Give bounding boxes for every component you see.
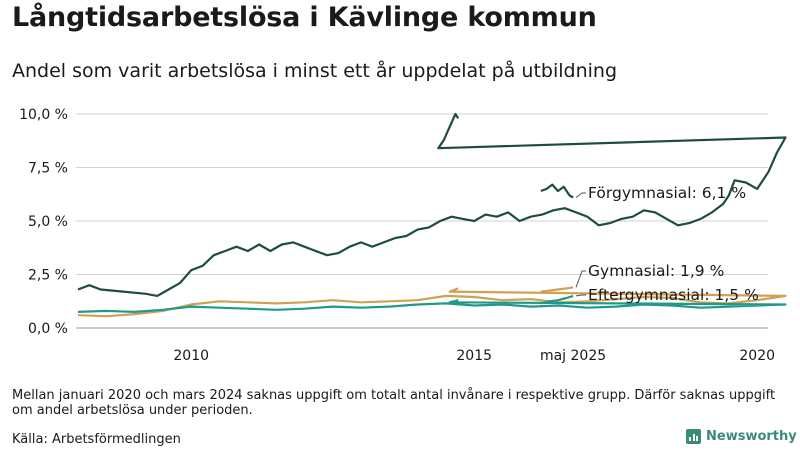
series-line-förgymnasial [540, 183, 574, 199]
y-tick-label: 0,0 % [28, 321, 68, 337]
chart-subtitle: Andel som varit arbetslösa i minst ett å… [12, 60, 618, 82]
series-end-labels: Förgymnasial: 6,1 % Gymnasial: 1,9 % Efter… [575, 184, 759, 304]
brand-logo: Newsworthy [686, 429, 797, 444]
y-tick-label: 2,5 % [28, 268, 68, 284]
x-axis-ticks: 2010 2015 2020 maj 2025 [173, 348, 775, 364]
series-end-label: Förgymnasial: 6,1 % [588, 184, 746, 202]
series-end-label: Eftergymnasial: 1,5 % [588, 286, 759, 304]
x-tick-label: 2010 [173, 348, 209, 364]
chart-title: Långtidsarbetslösa i Kävlinge kommun [12, 2, 597, 33]
label-connector [575, 270, 587, 288]
brand-name: Newsworthy [706, 429, 797, 444]
gridlines [76, 113, 768, 329]
series-line-förgymnasial [77, 112, 787, 297]
x-tick-label: 2015 [456, 348, 492, 364]
bar-chart-logo-icon [686, 429, 701, 444]
label-connector [575, 192, 587, 198]
x-tick-label: maj 2025 [540, 348, 606, 364]
label-connector [575, 294, 587, 297]
y-tick-label: 5,0 % [28, 214, 68, 230]
series-line-gymnasial [540, 286, 574, 293]
series-line-gymnasial [77, 287, 787, 318]
series-lines [77, 112, 787, 318]
x-tick-label: 2020 [739, 348, 775, 364]
source-text: Källa: Arbetsförmedlingen [12, 432, 181, 447]
line-chart: 0,0 % 2,5 % 5,0 % 7,5 % 10,0 % 2010 2015 2020 m… [19, 107, 787, 364]
series-end-label: Gymnasial: 1,9 % [588, 262, 724, 280]
y-axis-ticks: 0,0 % 2,5 % 5,0 % 7,5 % 10,0 % [19, 107, 68, 337]
y-tick-label: 7,5 % [28, 161, 68, 177]
footnote: Mellan januari 2020 och mars 2024 saknas… [12, 388, 776, 418]
y-tick-label: 10,0 % [19, 107, 68, 123]
series-line-eftergymnasial [540, 294, 574, 305]
series-line-eftergymnasial [77, 299, 787, 313]
